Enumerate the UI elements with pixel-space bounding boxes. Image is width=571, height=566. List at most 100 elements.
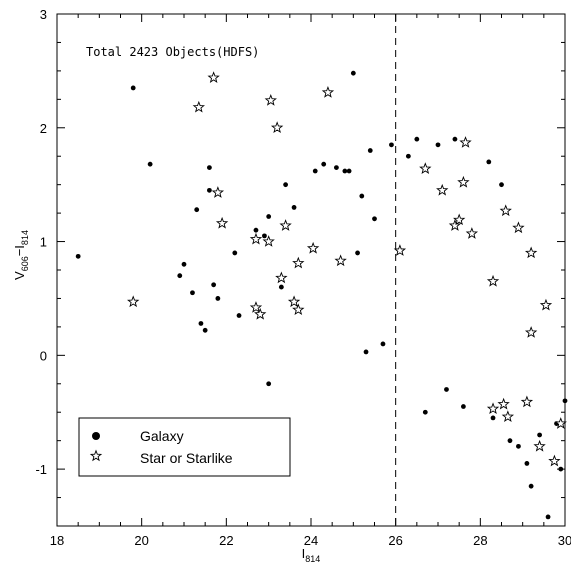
star-point <box>453 213 466 226</box>
star-point <box>249 301 263 313</box>
legend-star-label: Star or Starlike <box>140 450 233 466</box>
galaxy-point <box>291 205 297 210</box>
galaxy-point <box>211 282 217 288</box>
galaxy-point <box>342 168 348 174</box>
star-point <box>270 121 284 134</box>
star-point <box>215 216 229 229</box>
star-point <box>264 93 277 106</box>
x-tick-label: 24 <box>304 533 318 548</box>
galaxy-point <box>367 148 373 153</box>
x-tick-label: 30 <box>558 533 571 548</box>
star-point <box>486 402 500 415</box>
galaxy-point <box>490 415 496 421</box>
tick-labels: 18 20 22 24 26 28 30 -1 0 1 2 3 <box>35 7 571 548</box>
galaxy-point <box>461 404 466 409</box>
x-tick-label: 28 <box>473 533 487 548</box>
legend-galaxy-marker <box>92 432 100 440</box>
galaxy-point <box>266 381 272 387</box>
star-point <box>306 241 320 254</box>
x-tick-label: 18 <box>50 533 64 548</box>
galaxy-point <box>198 321 204 326</box>
galaxy-point <box>372 216 377 222</box>
galaxy-point <box>350 70 356 76</box>
galaxy-point <box>262 233 267 239</box>
galaxy-point <box>562 398 568 404</box>
galaxy-point <box>414 136 420 142</box>
star-series <box>127 71 567 467</box>
star-point <box>457 175 470 188</box>
galaxy-point <box>359 193 365 199</box>
galaxy-point <box>75 253 81 259</box>
galaxy-point <box>355 250 360 256</box>
star-point <box>211 186 225 198</box>
galaxy-point <box>232 250 238 256</box>
star-point <box>436 183 449 196</box>
galaxy-point <box>524 461 530 466</box>
galaxy-point <box>266 214 272 219</box>
star-point <box>499 204 512 217</box>
star-point <box>448 219 462 231</box>
galaxy-point <box>435 142 441 148</box>
star-point <box>459 136 472 148</box>
galaxy-point <box>363 349 369 355</box>
galaxy-point <box>253 227 259 233</box>
star-point <box>524 326 538 338</box>
star-point <box>465 227 479 239</box>
galaxy-point <box>147 161 153 167</box>
star-point <box>524 246 538 259</box>
star-point <box>539 298 553 311</box>
star-point <box>292 256 305 269</box>
galaxy-point <box>346 168 352 174</box>
galaxy-point <box>499 182 504 188</box>
star-point <box>520 395 534 408</box>
star-point <box>127 295 140 308</box>
galaxy-point <box>334 165 339 171</box>
legend-star-marker <box>89 449 103 462</box>
galaxy-point <box>278 284 284 290</box>
galaxy-point <box>422 409 428 415</box>
star-point <box>512 221 525 234</box>
galaxy-point <box>202 327 208 333</box>
galaxy-point <box>405 153 411 159</box>
x-tick-label: 26 <box>388 533 402 548</box>
star-point <box>262 235 275 247</box>
galaxy-point <box>194 207 200 213</box>
star-point <box>192 100 205 113</box>
galaxy-point <box>380 341 386 347</box>
galaxy-point <box>130 85 136 91</box>
annotation-total-objects: Total 2423 Objects(HDFS) <box>86 45 259 59</box>
star-point <box>279 219 292 231</box>
star-point <box>486 274 500 287</box>
galaxy-point <box>537 432 542 438</box>
galaxy-point <box>558 466 564 472</box>
galaxy-point <box>236 313 242 318</box>
galaxy-series <box>75 70 568 520</box>
galaxy-point <box>321 161 327 167</box>
galaxy-point <box>283 182 288 188</box>
star-point <box>334 254 347 267</box>
y-tick-label: -1 <box>35 462 47 477</box>
star-point <box>321 86 335 98</box>
galaxy-point <box>507 438 513 444</box>
legend-galaxy-label: Galaxy <box>140 428 184 444</box>
galaxy-point <box>177 273 183 279</box>
star-point <box>249 232 263 245</box>
y-tick-label: 0 <box>40 348 47 363</box>
legend: Galaxy Star or Starlike <box>78 417 291 477</box>
galaxy-point <box>389 142 394 148</box>
y-axis-title: V606−I814 <box>12 230 30 280</box>
star-point <box>419 162 432 174</box>
y-tick-label: 3 <box>40 7 47 22</box>
star-point <box>554 417 567 429</box>
galaxy-point <box>215 296 221 301</box>
galaxy-point <box>516 443 521 449</box>
galaxy-point <box>190 290 195 296</box>
galaxy-point <box>444 387 449 392</box>
star-point <box>497 397 510 410</box>
galaxy-point <box>486 159 492 165</box>
galaxy-point <box>207 187 212 193</box>
y-tick-label: 1 <box>40 235 47 250</box>
star-point <box>501 410 515 423</box>
star-point <box>292 303 305 316</box>
